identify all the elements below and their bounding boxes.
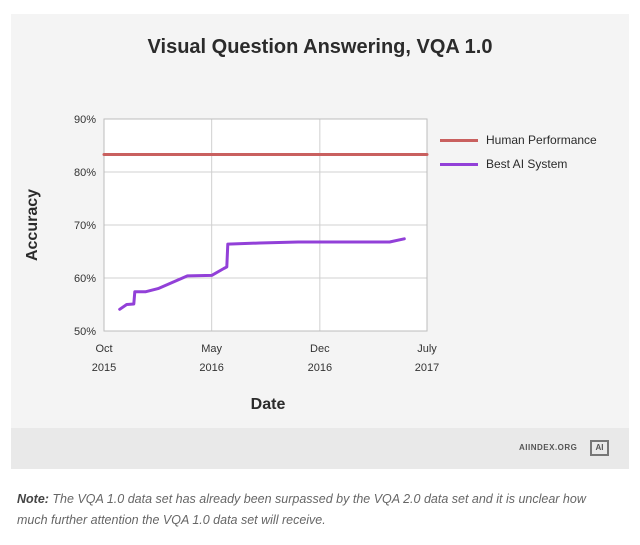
footnote: Note: The VQA 1.0 data set has already b… <box>17 489 617 531</box>
x-tick-label: 2017 <box>415 362 439 374</box>
y-tick-label: 60% <box>74 273 96 285</box>
footnote-text: The VQA 1.0 data set has already been su… <box>17 492 586 527</box>
x-tick-label: 2016 <box>199 362 223 374</box>
y-tick-label: 70% <box>74 220 96 232</box>
plot-border <box>103 118 428 332</box>
y-tick-label: 80% <box>74 167 96 179</box>
legend-swatch-ai <box>440 162 478 166</box>
brand-logo-icon: AI <box>590 440 609 456</box>
legend-label-human: Human Performance <box>486 133 597 147</box>
chart-legend: Human Performance Best AI System <box>440 128 597 176</box>
x-tick-label: July <box>417 343 437 355</box>
x-tick-label: May <box>201 343 222 355</box>
x-tick-label: Dec <box>310 343 330 355</box>
x-tick-label: 2016 <box>308 362 332 374</box>
x-tick-label: 2015 <box>92 362 116 374</box>
footnote-label: Note: <box>17 492 49 506</box>
legend-label-ai: Best AI System <box>486 157 568 171</box>
y-tick-label: 50% <box>74 326 96 338</box>
x-tick-label: Oct <box>95 343 112 355</box>
legend-swatch-human <box>440 138 478 142</box>
series-line-best-ai-system <box>118 237 406 311</box>
legend-item-ai: Best AI System <box>440 152 597 176</box>
legend-item-human: Human Performance <box>440 128 597 152</box>
brand-text[interactable]: AIINDEX.ORG <box>519 443 578 452</box>
x-axis-label: Date <box>250 396 286 413</box>
chart-footer-band <box>11 428 629 469</box>
y-tick-label: 90% <box>74 114 96 126</box>
chart-title: Visual Question Answering, VQA 1.0 <box>147 36 493 58</box>
